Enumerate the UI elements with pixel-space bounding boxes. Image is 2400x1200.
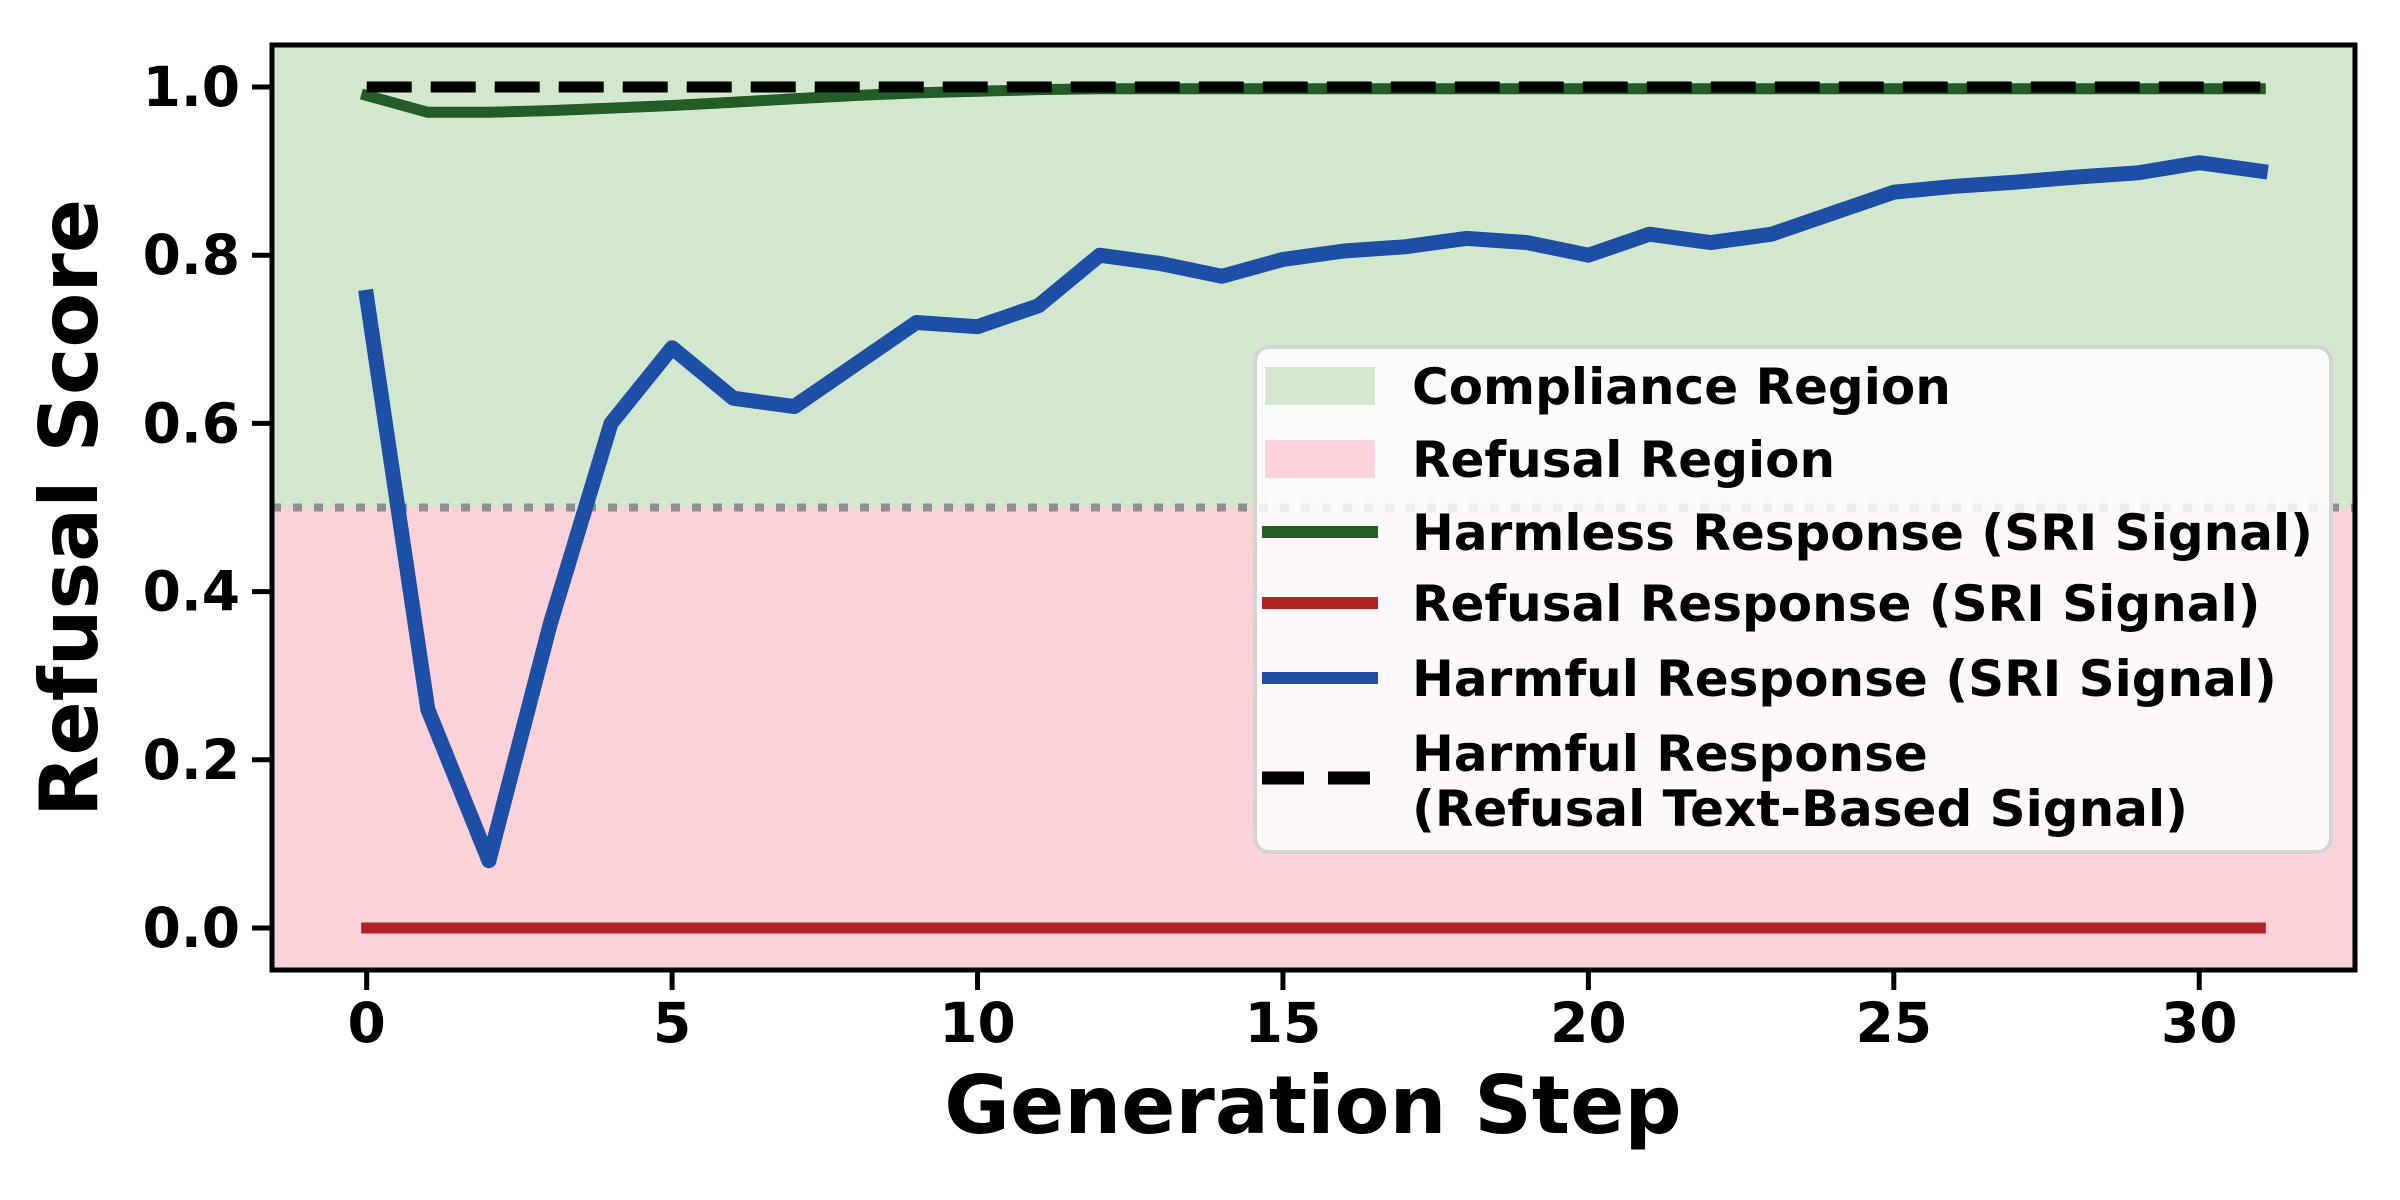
x-tick-label: 5 [653,991,691,1055]
legend-label: Refusal Region [1412,431,1835,489]
axes-ticks: 0 5 10 15 20 25 30 0.0 0.2 0.4 0.6 0.8 1.0 [143,55,2238,1055]
legend-label: Compliance Region [1412,358,1951,416]
legend-item-harmless-response-sri-signal: Harmless Response (SRI Signal) [1262,504,2313,562]
series-lines [358,81,2269,934]
y-tick-label: 0.4 [143,560,240,624]
legend-item-refusal-response-sri-signal: Refusal Response (SRI Signal) [1262,575,2260,633]
x-tick-label: 20 [1550,991,1627,1055]
legend-swatch-patch [1265,440,1375,478]
legend-label-line2: (Refusal Text-Based Signal) [1412,780,2188,838]
harmful-response-sri-signal-line [358,155,2269,869]
x-tick-label: 25 [1856,991,1933,1055]
legend-label: Refusal Response (SRI Signal) [1412,575,2260,633]
legend: Compliance Region Refusal Region Harmless … [1253,345,2333,854]
legend-label-line1: Harmful Response [1412,725,1928,783]
legend-item-compliance-region: Compliance Region [1265,358,1951,416]
legend-box [1253,345,2333,854]
y-axis-label: Refusal Score [23,199,116,817]
x-axis-label: Generation Step [944,1059,1681,1152]
legend-item-refusal-region: Refusal Region [1265,431,1835,489]
y-tick-label: 0.0 [143,896,240,960]
y-tick-label: 0.6 [143,391,240,455]
plot-border [269,42,2358,973]
x-tick-label: 30 [2161,991,2238,1055]
x-tick-label: 0 [348,991,386,1055]
x-tick-label: 15 [1245,991,1322,1055]
legend-swatch-patch [1265,367,1375,405]
legend-label: Harmful Response (SRI Signal) [1412,650,2277,708]
legend-label: Harmless Response (SRI Signal) [1412,504,2313,562]
x-tick-label: 10 [939,991,1016,1055]
y-tick-label: 0.2 [143,728,240,792]
y-tick-label: 1.0 [143,55,240,119]
legend-item-harmful-response: Harmful Response(Refusal Text-Based Sign… [1262,725,2188,838]
y-tick-label: 0.8 [143,223,240,287]
axes-spines [269,42,2358,973]
legend-item-harmful-response-sri-signal: Harmful Response (SRI Signal) [1262,650,2277,708]
